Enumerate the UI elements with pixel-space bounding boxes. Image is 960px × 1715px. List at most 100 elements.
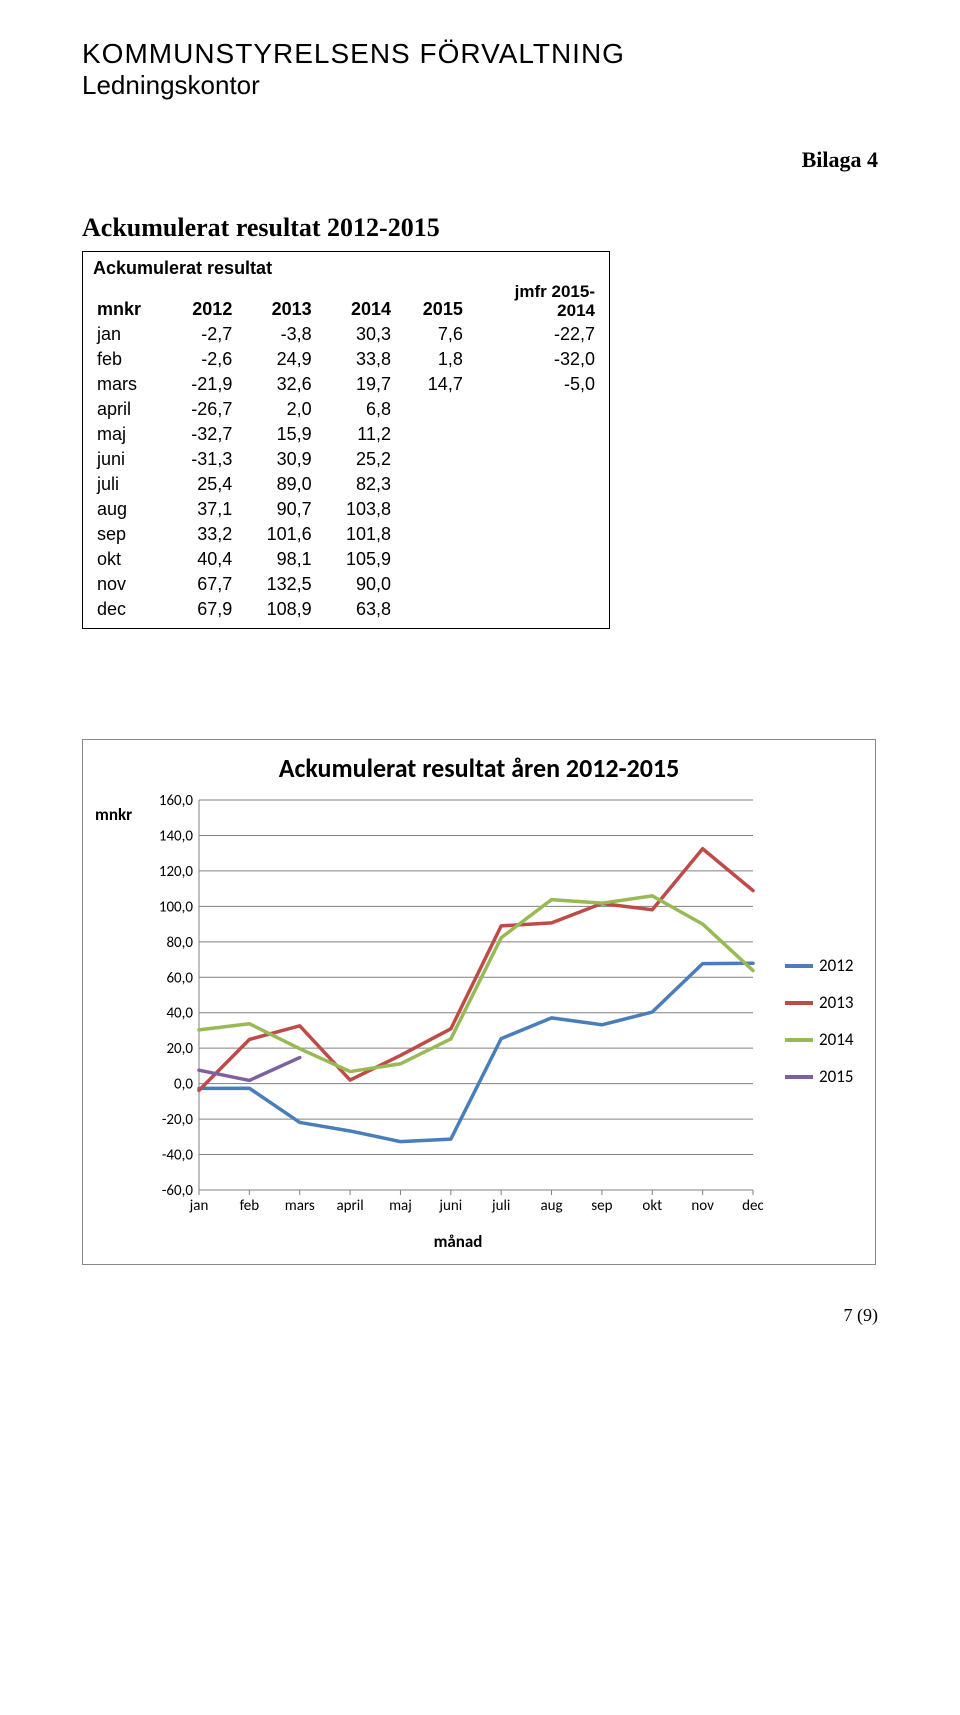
svg-text:okt: okt (642, 1197, 662, 1215)
svg-text:140,0: 140,0 (159, 828, 194, 846)
cell: 7,6 (395, 322, 467, 347)
cell (467, 522, 599, 547)
table-title: Ackumulerat resultat (93, 258, 599, 279)
cell: 132,5 (236, 572, 315, 597)
table-row: maj-32,715,911,2 (93, 422, 599, 447)
cell: 24,9 (236, 347, 315, 372)
section-title: Ackumulerat resultat 2012-2015 (82, 213, 878, 243)
table-row: juli25,489,082,3 (93, 472, 599, 497)
cell: -5,0 (467, 372, 599, 397)
chart-title: Ackumulerat resultat åren 2012-2015 (95, 752, 863, 784)
result-table: mnkr 2012 2013 2014 2015 jmfr 2015- 2014… (93, 281, 599, 622)
cell: 101,6 (236, 522, 315, 547)
row-month: nov (93, 572, 163, 597)
org-line-1: KOMMUNSTYRELSENS FÖRVALTNING (82, 38, 878, 70)
cell: 105,9 (316, 547, 395, 572)
cell (395, 522, 467, 547)
cell: 30,3 (316, 322, 395, 347)
row-month: okt (93, 547, 163, 572)
svg-text:-20,0: -20,0 (162, 1111, 194, 1129)
legend-item: 2015 (785, 1066, 863, 1087)
cell: 25,2 (316, 447, 395, 472)
cell: -32,0 (467, 347, 599, 372)
row-month: feb (93, 347, 163, 372)
page-footer: 7 (9) (82, 1305, 878, 1326)
chart-container: Ackumulerat resultat åren 2012-2015 mnkr… (82, 739, 876, 1265)
cell: 30,9 (236, 447, 315, 472)
svg-text:sep: sep (591, 1197, 612, 1215)
attachment-label: Bilaga 4 (82, 147, 878, 173)
cell (395, 547, 467, 572)
table-row: juni-31,330,925,2 (93, 447, 599, 472)
cell: 108,9 (236, 597, 315, 622)
cell: 1,8 (395, 347, 467, 372)
cell (395, 447, 467, 472)
chart-xlabel: månad (143, 1231, 773, 1252)
cell (467, 547, 599, 572)
cell: 101,8 (316, 522, 395, 547)
cell: -21,9 (163, 372, 236, 397)
legend-label: 2013 (819, 992, 853, 1013)
svg-text:-60,0: -60,0 (162, 1182, 194, 1200)
svg-text:aug: aug (540, 1197, 562, 1215)
cell (467, 472, 599, 497)
cell: 19,7 (316, 372, 395, 397)
legend-swatch (785, 1038, 813, 1042)
svg-text:nov: nov (691, 1197, 714, 1215)
cell (395, 572, 467, 597)
cell: 33,2 (163, 522, 236, 547)
col-2015: 2015 (395, 281, 467, 322)
cell: -2,6 (163, 347, 236, 372)
legend-item: 2014 (785, 1029, 863, 1050)
svg-text:100,0: 100,0 (159, 899, 194, 917)
svg-text:feb: feb (240, 1197, 260, 1215)
row-month: mars (93, 372, 163, 397)
svg-text:40,0: 40,0 (166, 1005, 193, 1023)
svg-text:april: april (336, 1197, 363, 1215)
cell: 15,9 (236, 422, 315, 447)
svg-text:160,0: 160,0 (159, 792, 194, 810)
cell (467, 447, 599, 472)
svg-text:-40,0: -40,0 (162, 1147, 194, 1165)
org-line-2: Ledningskontor (82, 70, 878, 101)
cell: 90,7 (236, 497, 315, 522)
cell (395, 497, 467, 522)
cell (467, 497, 599, 522)
jmfr-l1: jmfr 2015- (515, 282, 595, 301)
cell: 63,8 (316, 597, 395, 622)
table-row: sep33,2101,6101,8 (93, 522, 599, 547)
cell: -32,7 (163, 422, 236, 447)
cell: 40,4 (163, 547, 236, 572)
cell (395, 597, 467, 622)
row-month: juni (93, 447, 163, 472)
cell: 11,2 (316, 422, 395, 447)
cell: -22,7 (467, 322, 599, 347)
svg-text:20,0: 20,0 (166, 1041, 193, 1059)
legend-label: 2015 (819, 1066, 853, 1087)
jmfr-l2: 2014 (557, 301, 595, 320)
table-row: jan-2,7-3,830,37,6-22,7 (93, 322, 599, 347)
row-month: jan (93, 322, 163, 347)
legend-label: 2014 (819, 1029, 853, 1050)
svg-text:80,0: 80,0 (166, 934, 193, 952)
row-month: sep (93, 522, 163, 547)
cell (467, 597, 599, 622)
cell: 6,8 (316, 397, 395, 422)
cell: 89,0 (236, 472, 315, 497)
svg-text:juli: juli (491, 1197, 510, 1215)
table-row: april-26,72,06,8 (93, 397, 599, 422)
table-row: dec67,9108,963,8 (93, 597, 599, 622)
cell (467, 422, 599, 447)
cell: 2,0 (236, 397, 315, 422)
svg-text:120,0: 120,0 (159, 863, 194, 881)
cell: 33,8 (316, 347, 395, 372)
table-row: nov67,7132,590,0 (93, 572, 599, 597)
legend-swatch (785, 1075, 813, 1079)
cell (395, 422, 467, 447)
cell: 25,4 (163, 472, 236, 497)
chart-legend: 2012 2013 2014 2015 (773, 790, 863, 1252)
legend-item: 2012 (785, 955, 863, 976)
chart-ylabel: mnkr (95, 790, 143, 1252)
cell (395, 472, 467, 497)
cell: 32,6 (236, 372, 315, 397)
